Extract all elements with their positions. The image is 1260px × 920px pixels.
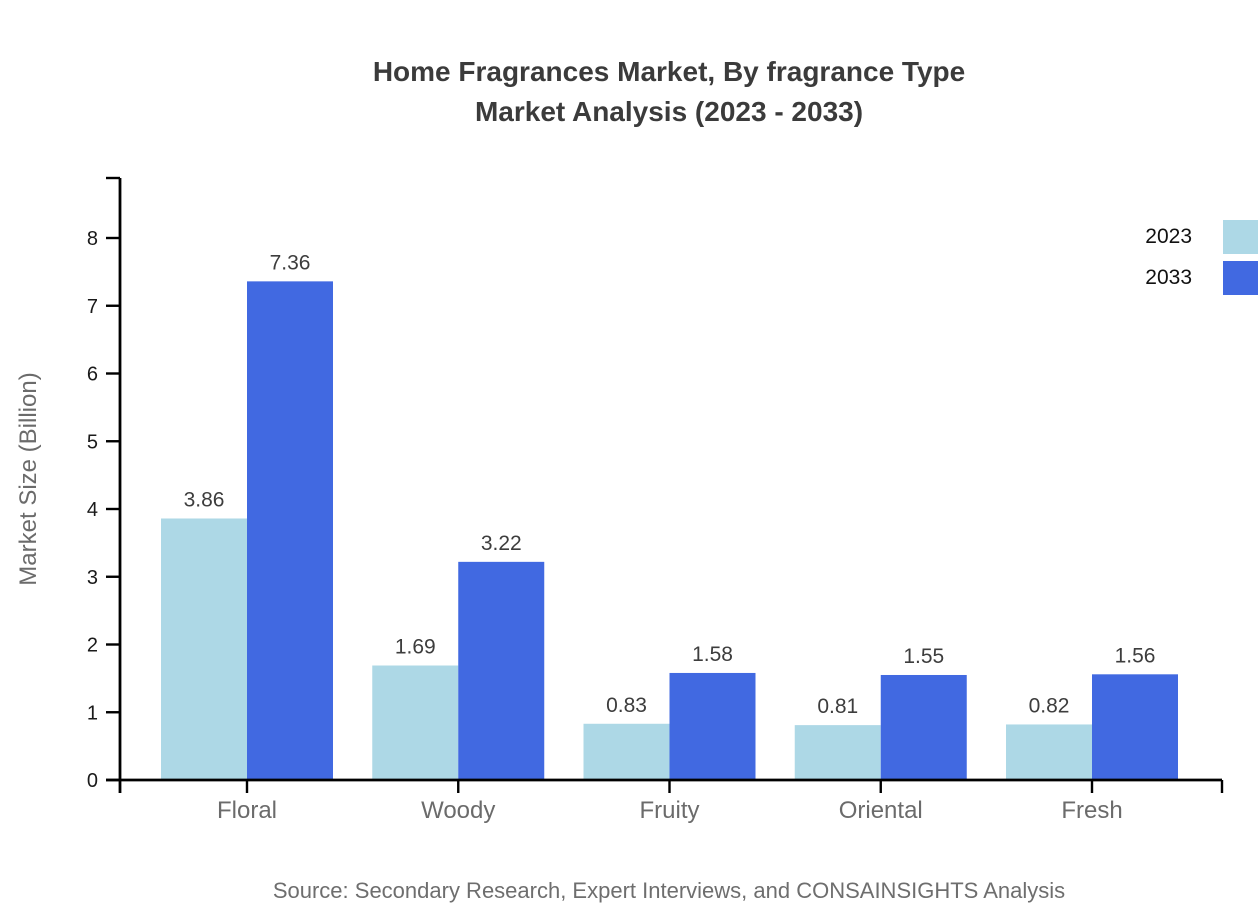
y-axis-title: Market Size (Billion) [15,372,42,585]
bar-2033-fresh [1092,674,1178,780]
legend-label-2023: 2023 [1145,225,1192,248]
bar-2033-fruity [669,672,756,780]
bar-2023-fruity [583,723,670,780]
x-tick-label-oriental: Oriental [839,797,923,824]
y-tick-label-1: 1 [87,702,98,724]
y-tick-label-7: 7 [87,296,98,318]
value-label-2023-fruity: 0.83 [606,694,647,717]
bar-2033-floral [247,281,333,780]
y-tick-label-0: 0 [87,770,98,792]
legend-item-2023: 2023 [1145,220,1258,254]
x-tick-label-floral: Floral [217,797,277,824]
x-tick-label-fruity: Fruity [640,797,700,824]
bar-2023-woody [372,665,459,780]
bar-2033-oriental [880,674,967,780]
y-tick-label-6: 6 [87,364,98,386]
y-tick-label-5: 5 [87,431,98,453]
bar-2023-floral [161,518,247,780]
y-tick-label-4: 4 [87,499,98,521]
value-label-2023-fresh: 0.82 [1029,694,1070,717]
value-label-2023-oriental: 0.81 [817,695,858,718]
value-label-2023-woody: 1.69 [395,636,436,659]
value-label-2033-fruity: 1.58 [692,643,733,666]
x-tick-label-woody: Woody [421,797,495,824]
chart-title: Home Fragrances Market, By fragrance Typ… [373,52,965,132]
y-tick-label-3: 3 [87,567,98,589]
bar-2033-woody [458,561,545,780]
legend: 2023 2033 [1145,220,1258,302]
chart-title-line1: Home Fragrances Market, By fragrance Typ… [372,56,966,87]
value-label-2033-floral: 7.36 [270,251,311,274]
value-label-2033-fresh: 1.56 [1115,644,1156,667]
legend-swatch-2023-icon [1223,220,1258,254]
x-tick-label-fresh: Fresh [1061,797,1122,824]
chart-title-line2: Market Analysis (2023 - 2033) [474,96,864,127]
bar-2023-fresh [1006,724,1092,780]
y-tick-label-8: 8 [87,228,98,250]
value-label-2023-floral: 3.86 [184,488,225,511]
legend-swatch-2033-icon [1223,261,1258,295]
y-tick-label-2: 2 [87,635,98,657]
value-label-2033-oriental: 1.55 [903,645,944,668]
bar-2023-oriental [794,725,881,780]
legend-item-2033: 2033 [1145,261,1258,295]
value-label-2033-woody: 3.22 [481,532,522,555]
legend-label-2033: 2033 [1145,266,1192,289]
source-note: Source: Secondary Research, Expert Inter… [272,878,1066,903]
